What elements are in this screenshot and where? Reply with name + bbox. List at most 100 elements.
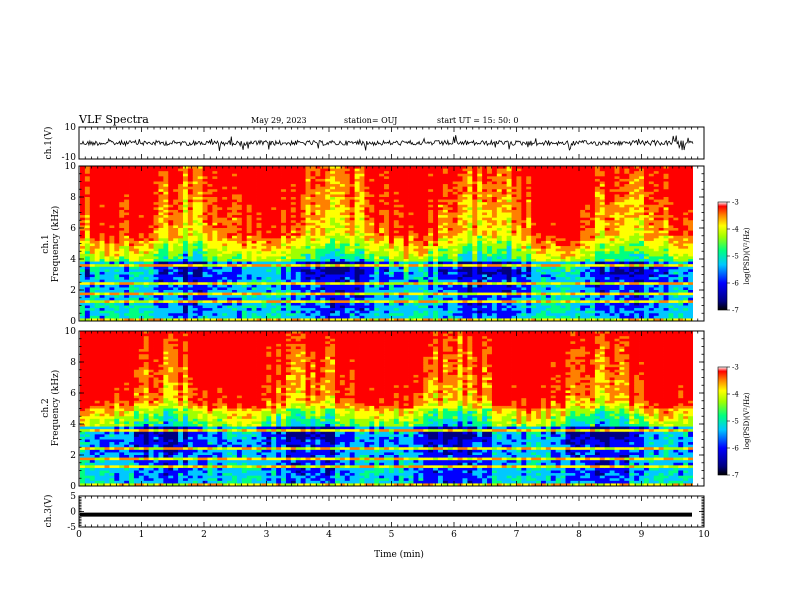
ch1-spectrogram-cell bbox=[261, 251, 266, 254]
ch1-spectrogram-cell bbox=[188, 197, 193, 200]
ch1-spectrogram-cell bbox=[384, 249, 389, 252]
ch1-spectrogram-cell bbox=[134, 251, 139, 254]
ch1-spectrogram-cell bbox=[423, 184, 428, 187]
ch1-spectrogram-cell bbox=[355, 295, 360, 298]
ch1-spectrogram-cell bbox=[100, 228, 105, 231]
ch1-spectrogram-cell bbox=[433, 256, 438, 259]
ch1-spectrogram-cell bbox=[384, 316, 389, 319]
ch1-spectrogram-cell bbox=[379, 215, 384, 218]
ch1-spectrogram-cell bbox=[183, 233, 188, 236]
ch1-spectrogram-cell bbox=[139, 308, 144, 311]
ch1-spectrogram-cell bbox=[124, 174, 129, 177]
ch1-spectrogram-cell bbox=[306, 272, 311, 275]
ch1-spectrogram-cell bbox=[134, 300, 139, 303]
ch1-spectrogram-cell bbox=[433, 218, 438, 221]
ch1-spectrogram-cell bbox=[173, 251, 178, 254]
ch1-spectrogram-cell bbox=[335, 220, 340, 223]
ch1-spectrogram-cell bbox=[355, 287, 360, 290]
ch1-spectrogram-cell bbox=[232, 236, 237, 239]
ch1-spectrogram-cell bbox=[198, 171, 203, 174]
ch1-spectrogram-cell bbox=[374, 187, 379, 190]
ch1-spectrogram-cell bbox=[134, 238, 139, 241]
ch1-spectrogram-cell bbox=[271, 174, 276, 177]
ch1-spectrogram-cell bbox=[340, 169, 345, 172]
ch1-spectrogram-cell bbox=[301, 225, 306, 228]
ch1-spectrogram-cell bbox=[212, 210, 217, 213]
ch1-spectrogram-cell bbox=[80, 176, 85, 179]
ch1-spectrogram-cell bbox=[340, 205, 345, 208]
ch1-spectrogram-cell bbox=[198, 306, 203, 309]
ch1-spectrogram-cell bbox=[247, 269, 252, 272]
ch1-spectrogram-cell bbox=[310, 220, 315, 223]
ch1-spectrogram-cell bbox=[394, 205, 399, 208]
ch1-spectrogram-cell bbox=[364, 300, 369, 303]
ch1-spectrogram-cell bbox=[261, 213, 266, 216]
ch1-spectrogram-cell bbox=[320, 189, 325, 192]
ch1-spectrogram-cell bbox=[413, 313, 418, 316]
ch1-spectrogram-cell bbox=[95, 205, 100, 208]
ch1-spectrogram-cell bbox=[252, 220, 257, 223]
ch1-spectrogram-cell bbox=[413, 308, 418, 311]
ch1-spectrogram-cell bbox=[428, 290, 433, 293]
ch1-spectrogram-cell bbox=[320, 194, 325, 197]
ch1-spectrogram-cell bbox=[335, 238, 340, 241]
ch1-spectrogram-cell bbox=[325, 300, 330, 303]
ch1-spectrogram-cell bbox=[232, 182, 237, 185]
ch1-spectrogram-cell bbox=[212, 228, 217, 231]
ch1-spectrogram-cell bbox=[389, 228, 394, 231]
ch1-spectrogram-cell bbox=[203, 207, 208, 210]
ch1-spectrogram-cell bbox=[409, 316, 414, 319]
ch1-spectrogram-cell bbox=[247, 275, 252, 278]
ch1-spectrogram-cell bbox=[428, 298, 433, 301]
ch1-spectrogram-cell bbox=[413, 290, 418, 293]
ch1-spectrogram-cell bbox=[212, 249, 217, 252]
ch1-spectrogram-cell bbox=[306, 225, 311, 228]
ch1-spectrogram-cell bbox=[252, 205, 257, 208]
ch1-spectrogram-cell bbox=[384, 272, 389, 275]
ch1-spectrogram-cell bbox=[384, 169, 389, 172]
ch1-spectrogram-cell bbox=[276, 298, 281, 301]
ch1-spectrogram-cell bbox=[291, 269, 296, 272]
ch1-spectrogram-cell bbox=[453, 293, 458, 296]
ch1-spectrogram-cell bbox=[369, 220, 374, 223]
ch1-spectrogram-cell bbox=[301, 275, 306, 278]
ch1-spectrogram-cell bbox=[320, 176, 325, 179]
ch1-spectrogram-cell bbox=[320, 174, 325, 177]
ch1-spectrogram-cell bbox=[173, 298, 178, 301]
ch1-spectrogram-cell bbox=[286, 205, 291, 208]
ch1-spectrogram-cell bbox=[217, 264, 222, 267]
ch1-spectrogram-cell bbox=[448, 194, 453, 197]
ch1-spectrogram-cell bbox=[232, 249, 237, 252]
ch1-spectrogram-cell bbox=[158, 207, 163, 210]
ch1-spectrogram-cell bbox=[453, 306, 458, 309]
ch1-spectrogram-cell bbox=[222, 264, 227, 267]
ch1-spectrogram-cell bbox=[149, 244, 154, 247]
ch1-spectrogram-cell bbox=[320, 171, 325, 174]
ch1-spectrogram-cell bbox=[448, 282, 453, 285]
ch1-spectrogram-cell bbox=[458, 218, 463, 221]
ch1-spectrogram-cell bbox=[448, 197, 453, 200]
ch1-spectrogram-cell bbox=[340, 207, 345, 210]
ch1-spectrogram-cell bbox=[306, 205, 311, 208]
ch1-spectrogram-cell bbox=[306, 277, 311, 280]
ch1-spectrogram-cell bbox=[144, 210, 149, 213]
ch1-spectrogram-cell bbox=[453, 280, 458, 283]
ch1-spectrogram-cell bbox=[389, 220, 394, 223]
ch1-spectrogram-cell bbox=[330, 171, 335, 174]
ch1-spectrogram-cell bbox=[463, 215, 468, 218]
ch1-spectrogram-cell bbox=[208, 282, 213, 285]
ch1-spectrogram-cell bbox=[247, 207, 252, 210]
ch1-spectrogram-cell bbox=[261, 311, 266, 314]
ch1-spectrogram-cell bbox=[384, 264, 389, 267]
ch1-spectrogram-cell bbox=[438, 210, 443, 213]
ch1-spectrogram-cell bbox=[276, 192, 281, 195]
ch1-spectrogram-cell bbox=[212, 293, 217, 296]
ch1-spectrogram-cell bbox=[124, 210, 129, 213]
ch1-spectrogram-cell bbox=[193, 256, 198, 259]
ch1-spectrogram-cell bbox=[134, 277, 139, 280]
ch1-spectrogram-cell bbox=[306, 259, 311, 262]
ch1-spectrogram-cell bbox=[80, 251, 85, 254]
ch1-spectrogram-cell bbox=[158, 189, 163, 192]
ch1-spectrogram-cell bbox=[124, 182, 129, 185]
ch1-spectrogram-cell bbox=[301, 223, 306, 226]
